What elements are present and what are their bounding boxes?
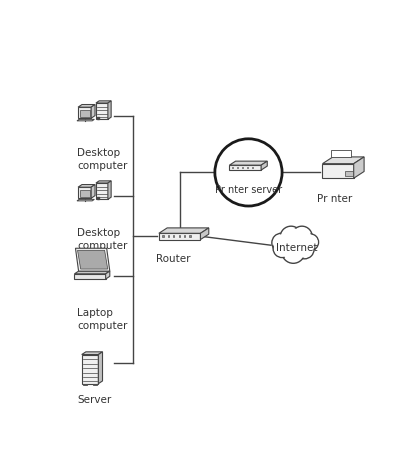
Polygon shape (96, 101, 111, 103)
Text: Router: Router (156, 254, 190, 264)
Circle shape (273, 234, 290, 251)
Polygon shape (82, 352, 102, 354)
Circle shape (282, 240, 305, 263)
Bar (184, 235, 185, 238)
Text: Desktop
computer: Desktop computer (77, 148, 128, 171)
Polygon shape (80, 110, 90, 117)
Polygon shape (91, 105, 95, 118)
Polygon shape (78, 187, 91, 198)
Polygon shape (82, 354, 98, 384)
Circle shape (215, 139, 282, 206)
Polygon shape (354, 157, 364, 178)
Polygon shape (91, 185, 95, 198)
Polygon shape (96, 103, 108, 120)
Polygon shape (159, 228, 209, 233)
Circle shape (293, 227, 311, 246)
Circle shape (272, 233, 291, 252)
Polygon shape (78, 107, 91, 118)
Text: Pr nter: Pr nter (317, 194, 353, 204)
Bar (173, 235, 174, 238)
Polygon shape (74, 274, 106, 279)
Bar (242, 167, 243, 168)
Bar (232, 167, 233, 168)
Polygon shape (76, 248, 110, 271)
Circle shape (282, 227, 301, 246)
Bar (190, 235, 191, 238)
Bar (252, 167, 254, 168)
Circle shape (295, 239, 314, 259)
Circle shape (274, 241, 290, 257)
Polygon shape (83, 384, 87, 385)
Polygon shape (230, 165, 261, 170)
Circle shape (280, 226, 302, 248)
Text: Laptop
computer: Laptop computer (77, 308, 128, 331)
Text: Server: Server (77, 395, 112, 405)
Polygon shape (77, 120, 95, 121)
Text: Pr nter server: Pr nter server (215, 185, 282, 194)
Circle shape (303, 235, 318, 250)
Circle shape (273, 239, 291, 258)
Text: Internet: Internet (276, 243, 317, 252)
Polygon shape (261, 161, 267, 170)
Circle shape (296, 241, 313, 258)
Polygon shape (323, 157, 364, 164)
Circle shape (295, 239, 314, 259)
Polygon shape (96, 181, 111, 183)
Polygon shape (200, 228, 209, 239)
Bar (168, 235, 169, 238)
Polygon shape (78, 250, 108, 269)
Circle shape (282, 240, 305, 263)
Circle shape (272, 233, 291, 252)
Polygon shape (331, 150, 351, 157)
Bar (237, 167, 238, 168)
Circle shape (302, 234, 318, 251)
Polygon shape (323, 164, 354, 178)
Circle shape (273, 239, 291, 258)
Circle shape (280, 226, 302, 248)
Polygon shape (345, 171, 353, 176)
Circle shape (292, 226, 312, 246)
Text: Desktop
computer: Desktop computer (77, 228, 128, 251)
Circle shape (292, 226, 312, 246)
Polygon shape (80, 190, 90, 197)
Polygon shape (77, 199, 95, 201)
Polygon shape (106, 271, 110, 279)
Polygon shape (230, 161, 267, 165)
Bar (178, 235, 180, 238)
Circle shape (302, 234, 318, 251)
Bar (247, 167, 248, 168)
Polygon shape (74, 271, 110, 274)
Polygon shape (108, 101, 111, 120)
Polygon shape (93, 384, 97, 385)
Bar (162, 235, 164, 238)
Polygon shape (96, 183, 108, 199)
Polygon shape (78, 185, 95, 187)
Polygon shape (98, 352, 102, 384)
Polygon shape (108, 181, 111, 199)
Polygon shape (159, 233, 200, 239)
Circle shape (283, 242, 304, 262)
Polygon shape (78, 105, 95, 107)
